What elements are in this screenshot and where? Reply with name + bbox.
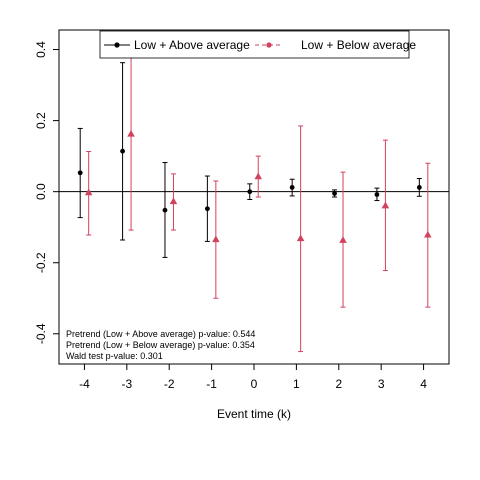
legend-box [99,30,410,59]
point-marker-0-6 [332,191,337,196]
legend-label-below: Low + Below average [301,38,416,52]
legend-marker-above [114,42,120,48]
x-tick-label-2: -2 [164,377,175,391]
y-tick-label-1: -0.2 [34,252,48,273]
y-tick-label-0: -0.4 [34,323,48,344]
point-marker-1-1 [127,129,135,137]
x-tick-label-6: 2 [335,377,342,391]
annotation-pretrend-below: Pretrend (Low + Below average) p-value: … [66,340,255,350]
point-marker-1-5 [296,234,305,242]
point-marker-1-6 [339,236,347,243]
annotation-wald-test: Wald test p-value: 0.301 [66,351,163,361]
y-tick-label-2: 0.0 [34,183,48,200]
point-marker-1-3 [212,235,220,243]
x-axis-title: Event time (k) [217,407,291,421]
point-marker-1-4 [254,172,263,180]
x-tick-label-8: 4 [420,377,427,391]
y-tick-label-4: 0.4 [34,41,48,58]
point-marker-0-0 [77,170,83,176]
point-marker-0-3 [204,206,210,212]
x-tick-label-7: 3 [378,377,385,391]
x-tick-label-5: 1 [293,377,300,391]
legend-marker-below [266,42,272,48]
x-tick-label-1: -3 [121,377,132,391]
annotation-pretrend-above: Pretrend (Low + Above average) p-value: … [66,329,255,339]
point-marker-0-4 [247,189,253,195]
point-marker-0-1 [120,148,125,154]
legend: Low + Above average Low + Below average [99,30,416,59]
x-tick-label-0: -4 [79,377,90,391]
y-tick-label-3: 0.2 [34,112,48,129]
series-1 [84,38,432,353]
point-marker-1-0 [84,188,93,196]
y-axis: -0.4 -0.2 0.0 0.2 0.4 [34,41,59,344]
point-marker-0-5 [289,185,295,190]
point-marker-1-2 [169,197,178,205]
chart-marks [59,38,449,353]
point-marker-1-7 [381,201,390,209]
legend-label-above: Low + Above average [134,38,250,52]
annotations: Pretrend (Low + Above average) p-value: … [66,329,255,361]
series-0 [77,62,422,258]
point-marker-0-7 [374,192,380,197]
x-tick-label-4: 0 [251,377,258,391]
point-marker-1-8 [424,230,432,238]
point-marker-0-8 [416,185,422,190]
x-tick-label-3: -1 [206,377,217,391]
x-axis: -4 -3 -2 -1 0 1 2 3 4 [79,363,427,391]
point-marker-0-2 [162,207,168,213]
